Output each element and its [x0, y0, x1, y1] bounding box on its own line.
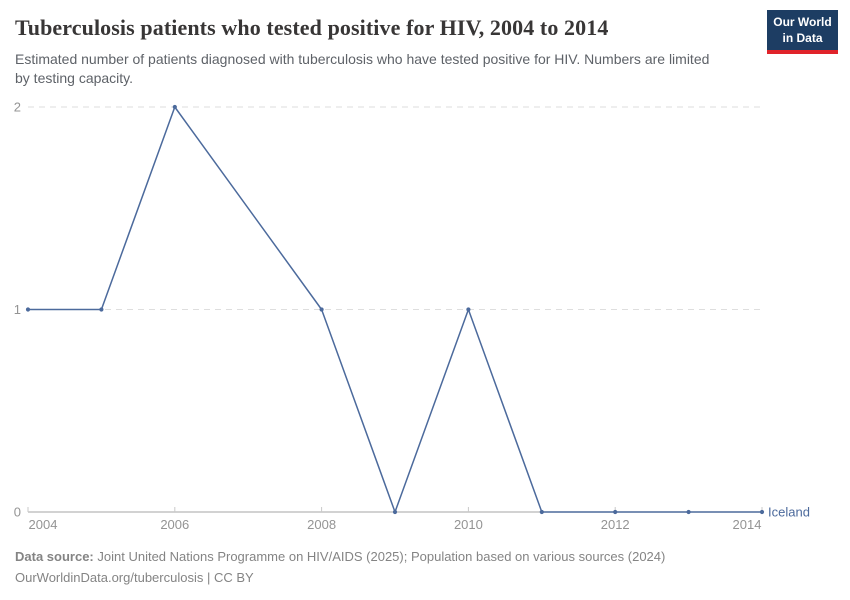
owid-logo-line1: Our World — [773, 15, 832, 29]
y-tick-label: 1 — [14, 302, 21, 317]
chart-header: Tuberculosis patients who tested positiv… — [15, 15, 755, 87]
x-tick-label: 2006 — [160, 517, 189, 532]
series-line-iceland — [28, 106, 762, 513]
data-point[interactable] — [539, 509, 544, 515]
data-point[interactable] — [759, 509, 765, 515]
data-source-line: Data source: Joint United Nations Progra… — [15, 546, 665, 567]
citation-line[interactable]: OurWorldinData.org/tuberculosis | CC BY — [15, 570, 254, 586]
y-tick-label: 2 — [14, 100, 21, 115]
data-point[interactable] — [686, 509, 691, 515]
data-point[interactable] — [319, 307, 324, 312]
x-tick-label: 2014 — [733, 517, 762, 532]
data-point[interactable] — [99, 307, 104, 312]
series-label-iceland[interactable]: Iceland — [768, 505, 810, 520]
y-tick-label: 0 — [14, 505, 21, 520]
chart-footer: Data source: Joint United Nations Progra… — [15, 546, 665, 588]
data-point[interactable] — [172, 104, 177, 110]
page-title: Tuberculosis patients who tested positiv… — [15, 15, 609, 40]
data-point[interactable] — [466, 307, 471, 312]
data-point[interactable] — [25, 307, 31, 312]
owid-logo[interactable]: Our World in Data — [767, 10, 838, 55]
data-point[interactable] — [613, 509, 618, 515]
x-tick-label: 2012 — [601, 517, 630, 532]
owid-logo-line2: in Data — [782, 30, 823, 45]
data-point[interactable] — [392, 509, 398, 515]
line-chart-canvas[interactable]: 0 1 2 2004 2006 2008 2010 2012 2014 Iceland — [0, 95, 850, 555]
data-source-label: Data source: — [15, 549, 94, 564]
x-tick-label: 2004 — [29, 517, 58, 532]
line-chart[interactable]: 0 1 2 2004 2006 2008 2010 2012 2014 Iceland — [0, 95, 850, 555]
data-source-text: Joint United Nations Programme on HIV/AI… — [97, 549, 666, 564]
x-tick-label: 2010 — [454, 517, 483, 532]
x-tick-label: 2008 — [307, 517, 336, 532]
chart-subtitle: Estimated number of patients diagnosed w… — [15, 51, 710, 86]
